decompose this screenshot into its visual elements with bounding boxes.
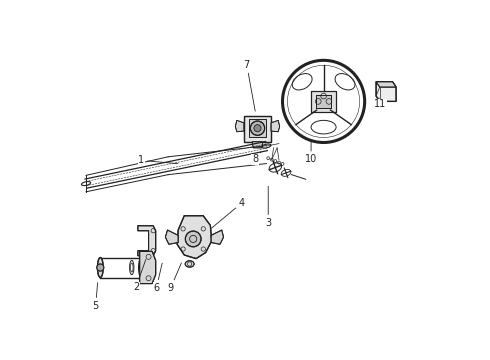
Circle shape (97, 264, 104, 271)
Text: 7: 7 (244, 60, 255, 111)
Text: 5: 5 (93, 283, 99, 311)
Text: 4: 4 (211, 198, 245, 228)
Polygon shape (271, 120, 280, 132)
Polygon shape (211, 230, 223, 244)
Polygon shape (252, 142, 263, 148)
Polygon shape (235, 120, 244, 132)
Bar (311, 91, 337, 112)
Text: 1: 1 (138, 156, 178, 165)
Polygon shape (165, 230, 178, 244)
Text: 10: 10 (305, 140, 317, 164)
Polygon shape (376, 82, 396, 102)
Polygon shape (138, 226, 156, 256)
Ellipse shape (98, 257, 103, 278)
Circle shape (185, 231, 201, 247)
Bar (248, 119, 267, 137)
Ellipse shape (185, 261, 194, 267)
Bar (244, 116, 271, 142)
Circle shape (254, 125, 261, 132)
Polygon shape (177, 216, 212, 258)
Bar (311, 91, 337, 112)
Bar (316, 95, 331, 108)
Circle shape (250, 121, 265, 135)
Text: 8: 8 (252, 152, 261, 164)
Text: 11: 11 (374, 98, 386, 109)
Bar (244, 116, 271, 142)
Bar (316, 95, 331, 108)
Bar (248, 119, 267, 137)
Text: 3: 3 (265, 186, 271, 228)
Polygon shape (376, 82, 396, 87)
Text: 2: 2 (133, 260, 146, 292)
Polygon shape (140, 251, 156, 284)
Text: 6: 6 (153, 263, 162, 293)
Text: 9: 9 (168, 263, 181, 293)
